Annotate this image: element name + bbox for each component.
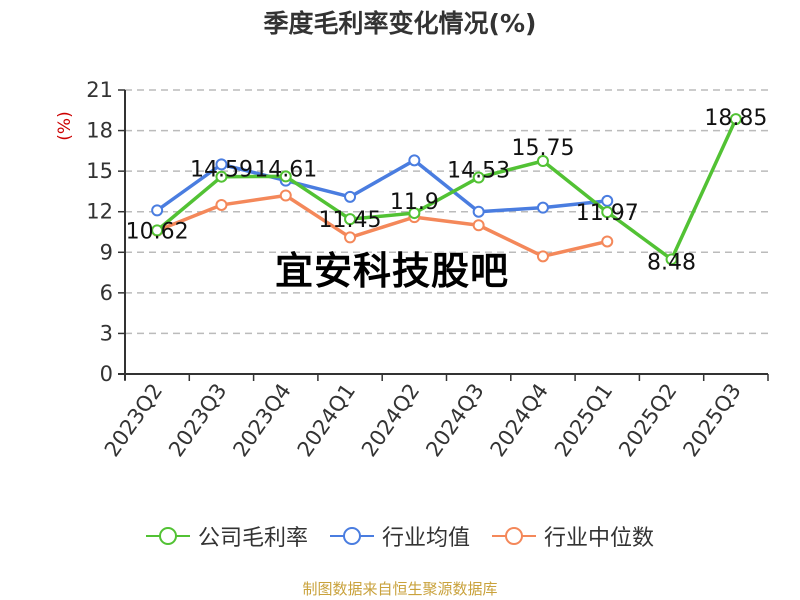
data-label: 18.85: [704, 106, 767, 131]
data-point[interactable]: [344, 213, 357, 226]
y-tick-label: 12: [86, 200, 113, 224]
data-point[interactable]: [536, 250, 549, 263]
x-tick-label: 2023Q3: [164, 379, 231, 461]
data-label: 14.59: [190, 158, 253, 183]
data-point[interactable]: [536, 201, 549, 214]
data-point[interactable]: [215, 198, 228, 211]
y-tick-label: 3: [100, 321, 113, 345]
series-line: [156, 193, 608, 259]
y-tick-label: 9: [100, 240, 113, 264]
legend-marker-icon: [145, 527, 190, 545]
legend-marker-icon: [492, 527, 536, 545]
y-tick-label: 0: [100, 362, 113, 386]
data-point[interactable]: [472, 219, 485, 232]
legend-item-industry-avg[interactable]: 行业均值: [329, 520, 470, 552]
data-point[interactable]: [472, 171, 485, 184]
x-tick-label: 2025Q2: [614, 379, 681, 461]
data-point[interactable]: [279, 189, 292, 202]
legend: 公司毛利率 行业均值 行业中位数: [0, 520, 800, 552]
y-tick-label: 15: [86, 159, 113, 183]
y-tick-label: 21: [86, 78, 113, 102]
x-tick-label: 2024Q4: [486, 379, 553, 461]
data-label: 11.9: [390, 190, 439, 215]
data-point[interactable]: [536, 155, 549, 167]
legend-label: 公司毛利率: [197, 526, 308, 551]
chart-title: 季度毛利率变化情况(%): [263, 9, 537, 38]
y-axis-unit: (%): [55, 111, 75, 140]
data-point[interactable]: [344, 231, 357, 244]
series-line: [156, 158, 608, 214]
y-tick-label: 6: [100, 281, 113, 305]
data-label: 8.48: [647, 250, 696, 275]
x-tick-label: 2025Q3: [678, 379, 745, 461]
data-label: 15.75: [511, 136, 574, 161]
data-point[interactable]: [151, 204, 164, 217]
data-point[interactable]: [601, 206, 614, 219]
data-point[interactable]: [344, 190, 357, 203]
data-point[interactable]: [215, 158, 228, 171]
x-tick-label: 2024Q3: [421, 379, 488, 461]
x-tick-label: 2023Q4: [228, 379, 295, 461]
data-point[interactable]: [729, 113, 742, 126]
legend-label: 行业均值: [381, 526, 470, 551]
data-point[interactable]: [215, 170, 228, 183]
x-tick-label: 2024Q1: [293, 379, 360, 461]
data-label: 11.45: [319, 208, 382, 233]
legend-label: 行业中位数: [544, 526, 655, 551]
data-label: 14.53: [447, 158, 510, 183]
watermark-text: 宜安科技股吧: [275, 249, 510, 293]
data-point[interactable]: [408, 154, 421, 167]
legend-item-industry-median[interactable]: 行业中位数: [492, 520, 654, 552]
data-point[interactable]: [601, 235, 614, 248]
x-tick-label: 2023Q2: [100, 379, 167, 461]
data-point[interactable]: [665, 253, 678, 266]
data-point[interactable]: [279, 170, 292, 183]
legend-marker-icon: [329, 527, 374, 545]
legend-item-company[interactable]: 公司毛利率: [145, 520, 308, 552]
data-source-note: 制图数据来自恒生聚源数据库: [302, 580, 498, 598]
data-point[interactable]: [408, 207, 421, 220]
data-point[interactable]: [472, 205, 485, 218]
data-label: 11.97: [576, 201, 639, 226]
x-tick-label: 2025Q1: [550, 379, 617, 461]
data-point[interactable]: [601, 194, 614, 207]
x-tick-label: 2024Q2: [357, 379, 424, 461]
data-point[interactable]: [151, 224, 164, 237]
series-line: [156, 118, 738, 262]
y-tick-label: 18: [86, 119, 113, 143]
data-label: 10.62: [126, 219, 189, 244]
data-label: 14.61: [254, 157, 317, 182]
